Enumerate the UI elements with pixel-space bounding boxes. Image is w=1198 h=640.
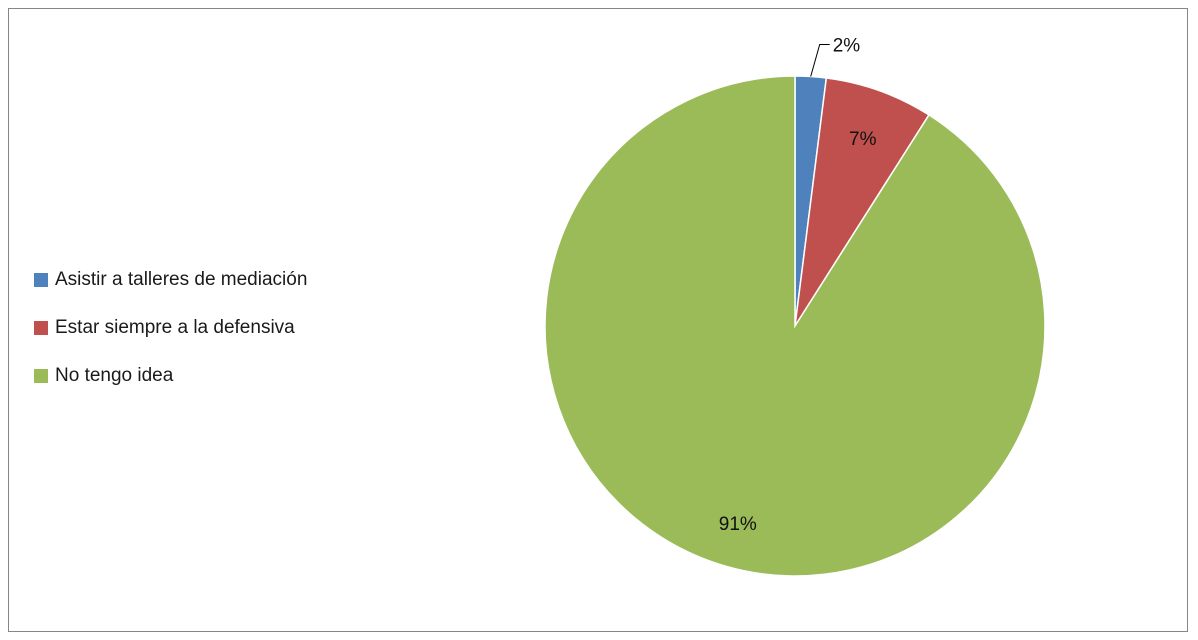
legend-swatch	[34, 273, 48, 287]
legend-label: Asistir a talleres de mediación	[55, 269, 308, 290]
legend-item-asistir: Asistir a talleres de mediación	[34, 266, 307, 294]
data-label-estar: 7%	[849, 129, 877, 150]
legend-swatch	[34, 369, 48, 383]
legend-item-estar: Estar siempre a la defensiva	[34, 314, 307, 342]
slice-no-tengo-idea	[544, 75, 1046, 577]
leader-line-asistir	[810, 43, 830, 77]
slice-estar	[794, 77, 930, 327]
legend-label: Estar siempre a la defensiva	[55, 317, 295, 338]
legend-label: No tengo idea	[55, 365, 174, 386]
data-label-asistir: 2%	[833, 35, 861, 56]
legend-swatch	[34, 321, 48, 335]
data-label-no-tengo-idea: 91%	[719, 514, 757, 535]
legend-item-no-tengo-idea: No tengo idea	[34, 362, 307, 390]
chart-legend: Asistir a talleres de mediación Estar si…	[34, 266, 307, 410]
